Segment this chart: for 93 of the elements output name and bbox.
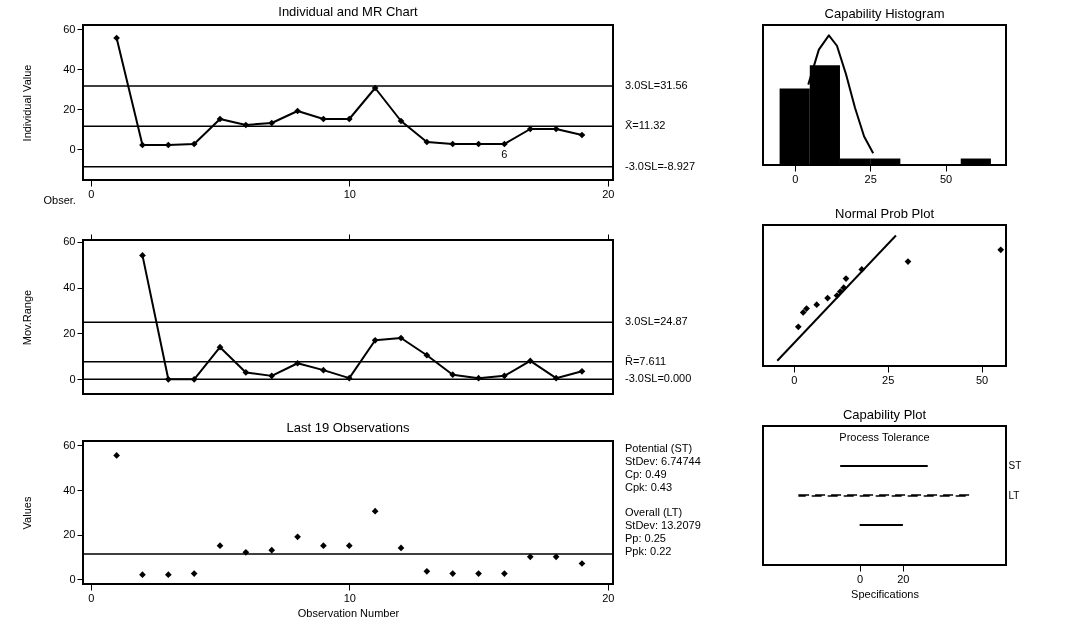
ref-line-label: R̄=7.611 — [625, 354, 667, 367]
point — [216, 115, 224, 123]
y-tick-label: LT — [1008, 489, 1020, 501]
x-tick-label: 50 — [940, 172, 953, 185]
y-axis-title: Individual Value — [21, 64, 34, 142]
point — [371, 507, 379, 515]
chart-title: Capability Histogram — [824, 6, 945, 21]
point — [449, 371, 457, 379]
chart-title: Last 19 Observations — [286, 420, 410, 436]
ref-line-label: -3.0SL=-8.927 — [625, 159, 696, 172]
x-tick-label: 0 — [88, 187, 95, 200]
text: Cpk: 0.43 — [625, 481, 673, 493]
point — [216, 542, 224, 550]
point — [190, 570, 198, 577]
y-tick-label: 0 — [69, 142, 76, 155]
point — [475, 570, 482, 577]
y-tick-label: 40 — [63, 281, 76, 294]
point — [501, 570, 508, 577]
x-axis-title: Specifications — [851, 587, 920, 600]
x-tick-label: 0 — [791, 373, 798, 386]
point — [552, 374, 560, 382]
chart-title: Capability Plot — [842, 407, 927, 422]
point — [799, 309, 807, 316]
y-tick-label: 60 — [63, 22, 76, 35]
x-tick-label: 10 — [343, 591, 356, 604]
point — [578, 131, 586, 139]
point — [371, 336, 379, 344]
point — [501, 372, 508, 380]
point — [552, 553, 560, 561]
y-tick-label: 40 — [63, 62, 76, 75]
x-tick-label: 20 — [602, 187, 615, 200]
point — [397, 544, 405, 552]
y-axis-title: Mov.Range — [21, 289, 34, 346]
point — [242, 121, 250, 129]
ref-line-label: X̄=11.32 — [625, 119, 666, 132]
x-tick-label: 25 — [864, 172, 877, 185]
text: Overall (LT) — [625, 506, 683, 518]
point — [526, 125, 534, 133]
x-axis-title: Observation Number — [297, 606, 400, 619]
point — [320, 542, 327, 550]
text: StDev: 6.74744 — [625, 455, 701, 467]
x-tick-label: 50 — [975, 373, 989, 386]
x-tick-label: 25 — [882, 373, 895, 386]
point — [824, 294, 831, 302]
point — [449, 570, 457, 577]
x-tick-label: 10 — [343, 187, 356, 200]
point — [216, 343, 224, 351]
point — [113, 452, 120, 459]
ref-line-label: 3.0SL=31.56 — [625, 78, 688, 91]
ref-line-label: 3.0SL=24.87 — [625, 315, 688, 328]
text: Ppk: 0.22 — [625, 545, 672, 557]
point — [397, 334, 405, 342]
point — [268, 546, 276, 554]
point — [813, 301, 821, 308]
point — [997, 246, 1005, 254]
point — [578, 367, 586, 375]
chart-title: Individual and MR Chart — [278, 4, 419, 19]
point — [423, 567, 431, 575]
y-tick-label: 20 — [63, 326, 76, 339]
y-axis-title: Values — [21, 496, 34, 530]
x-tick-label: 0 — [88, 591, 95, 604]
text: Potential (ST) — [625, 442, 693, 454]
point — [164, 571, 172, 578]
x-axis-title: Obser. — [43, 193, 76, 206]
point — [268, 372, 276, 380]
point — [423, 351, 431, 359]
point — [242, 369, 250, 376]
point — [345, 542, 353, 550]
point — [139, 571, 146, 578]
point — [423, 138, 431, 146]
y-tick-label: 60 — [63, 438, 76, 451]
point — [794, 323, 802, 331]
chart-title: Normal Prob Plot — [835, 206, 935, 221]
point — [397, 117, 405, 125]
y-tick-label: 60 — [63, 235, 76, 248]
text: Cp: 0.49 — [625, 468, 667, 480]
point — [190, 140, 198, 148]
y-tick-label: 20 — [63, 528, 76, 541]
annotation: 6 — [501, 148, 508, 160]
ref-line-label: -3.0SL=0.000 — [625, 372, 692, 385]
point — [294, 533, 301, 541]
point — [803, 305, 810, 312]
y-tick-label: ST — [1008, 459, 1022, 471]
x-tick-label: 20 — [602, 591, 615, 604]
point — [139, 252, 146, 259]
y-tick-label: 20 — [63, 102, 76, 115]
point — [268, 119, 276, 127]
text: Pp: 0.25 — [625, 532, 666, 544]
chart-subtitle: Process Tolerance — [839, 431, 930, 443]
text: StDev: 13.2079 — [625, 519, 701, 531]
point — [320, 366, 327, 374]
x-tick-label: 0 — [792, 172, 799, 185]
y-tick-label: 40 — [63, 483, 76, 496]
